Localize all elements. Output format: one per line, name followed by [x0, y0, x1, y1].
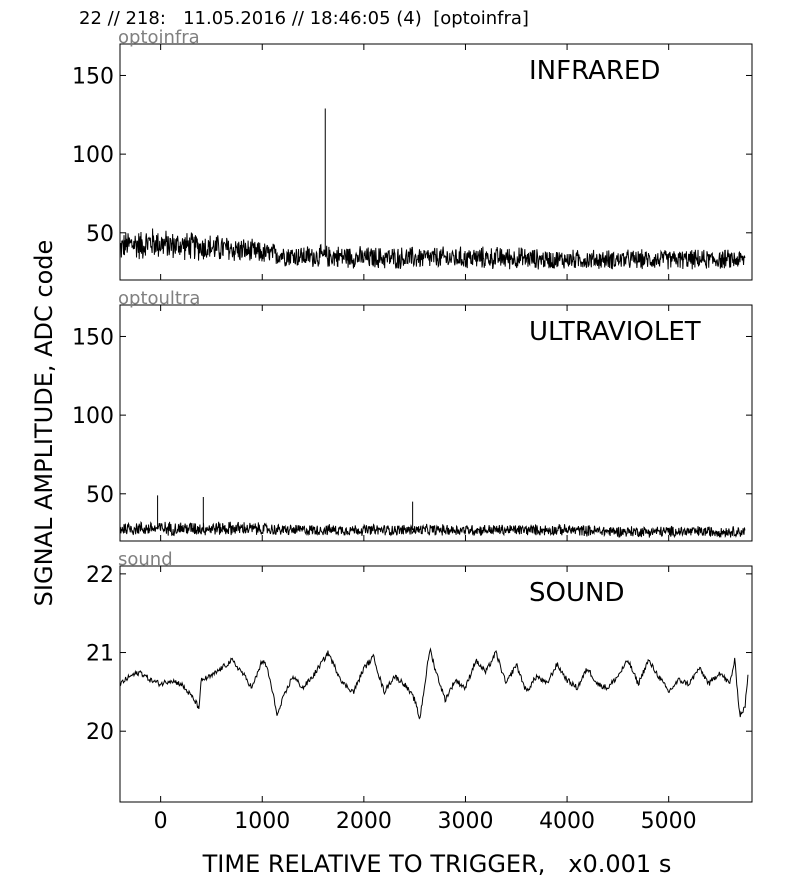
series-line-sound	[120, 647, 749, 720]
y-tick-label: 50	[86, 222, 114, 247]
y-tick-label: 150	[72, 64, 114, 89]
x-tick-label: 2000	[336, 809, 392, 834]
panel-title-optoultra: ULTRAVIOLET	[529, 317, 701, 347]
x-tick-label: 3000	[437, 809, 493, 834]
x-tick-label: 0	[154, 809, 168, 834]
y-tick-label: 150	[72, 325, 114, 350]
panel-title-sound: SOUND	[529, 578, 624, 608]
y-axis-label: SIGNAL AMPLITUDE, ADC code	[30, 240, 58, 607]
y-tick-label: 21	[86, 642, 114, 667]
x-tick-label: 4000	[539, 809, 595, 834]
x-tick-label: 5000	[641, 809, 697, 834]
y-tick-label: 50	[86, 483, 114, 508]
axes-frame-optoinfra	[119, 43, 753, 281]
y-tick-label: 100	[72, 404, 114, 429]
page-title: 22 // 218: 11.05.2016 // 18:46:05 (4) [o…	[79, 8, 529, 29]
series-line-optoinfra	[120, 108, 746, 270]
series-line-optoultra	[120, 495, 746, 539]
axes-frame-optoultra	[119, 304, 753, 542]
y-tick-label: 100	[72, 143, 114, 168]
panel-tag-sound: sound	[118, 549, 173, 570]
panel-tag-optoinfra: optoinfra	[118, 27, 200, 48]
panel-title-optoinfra: INFRARED	[529, 56, 660, 86]
x-axis-label: TIME RELATIVE TO TRIGGER, x0.001 s	[202, 850, 672, 878]
axes-frame-sound	[119, 565, 753, 803]
panel-sound: 20 21 22 0 1000 2000 3000 4000 5000 sound SOUND	[86, 549, 753, 834]
y-tick-label: 20	[86, 720, 114, 745]
y-tick-label: 22	[86, 563, 114, 588]
x-tick-label: 1000	[234, 809, 290, 834]
panel-tag-optoultra: optoultra	[118, 288, 200, 309]
